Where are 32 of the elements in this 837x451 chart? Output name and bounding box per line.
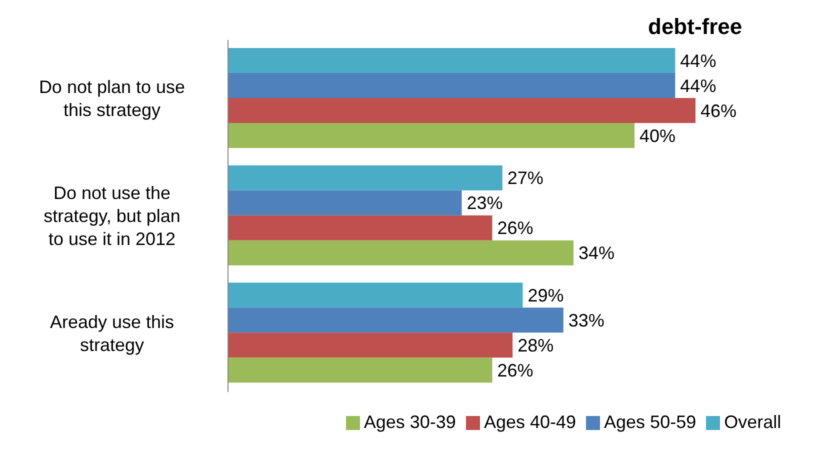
bar xyxy=(228,332,513,358)
data-label: 40% xyxy=(640,126,676,146)
data-label: 26% xyxy=(497,360,534,381)
bar xyxy=(228,282,523,308)
y-tick-label: Aready use this strategy xyxy=(50,312,174,355)
bar xyxy=(228,215,492,240)
y-tick-label: Do not use the strategy, but plan to use it in 2012 xyxy=(44,183,180,249)
legend-label: Overall xyxy=(724,412,782,432)
bar xyxy=(228,165,502,190)
bar xyxy=(228,48,676,73)
data-label: 34% xyxy=(578,243,615,264)
legend-label: Ages 50-59 xyxy=(604,412,696,432)
chart-title: debt-free xyxy=(648,14,742,40)
data-label: 29% xyxy=(528,286,564,306)
bar xyxy=(228,358,492,383)
data-label: 44% xyxy=(680,50,716,71)
bar xyxy=(228,98,696,123)
bar xyxy=(228,190,462,216)
legend-label: Ages 30-39 xyxy=(364,412,456,432)
data-label: 33% xyxy=(568,310,604,331)
legend-label: Ages 40-49 xyxy=(484,412,576,432)
data-label: 28% xyxy=(518,336,554,356)
bar xyxy=(228,73,676,98)
bar xyxy=(228,240,574,266)
y-tick-label: Do not plan to use this strategy xyxy=(38,77,186,120)
data-label: 46% xyxy=(700,100,737,121)
data-label: 23% xyxy=(466,193,503,214)
data-label: 26% xyxy=(497,218,534,238)
data-label: 44% xyxy=(680,76,716,96)
data-label: 27% xyxy=(507,168,544,188)
bar xyxy=(228,123,635,148)
bar xyxy=(228,308,564,333)
